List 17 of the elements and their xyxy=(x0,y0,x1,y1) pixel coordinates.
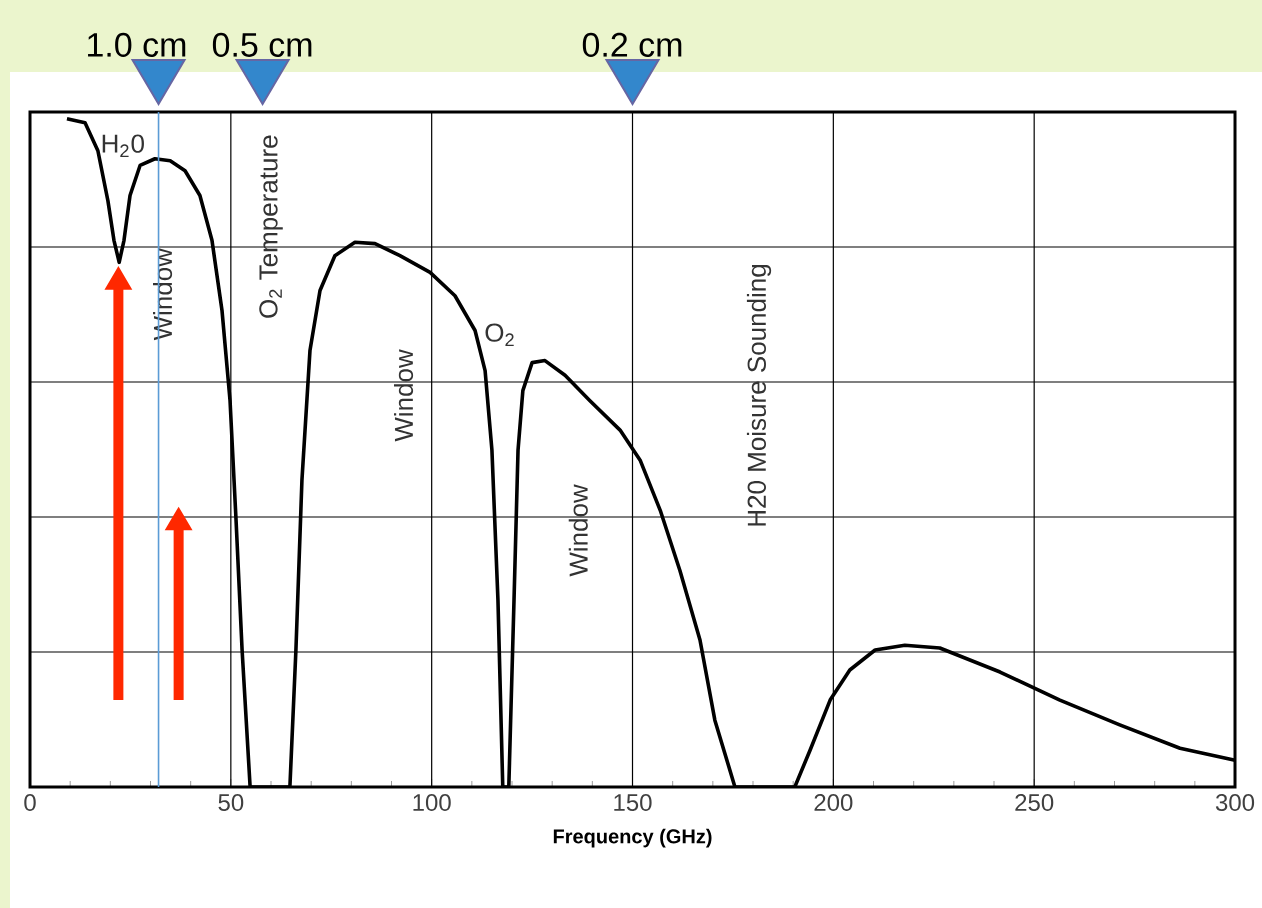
x-tick-label: 0 xyxy=(24,794,36,812)
ref-line-label: 1.0 cm xyxy=(88,32,186,57)
x-axis-title: Frequency (GHz) xyxy=(553,828,712,848)
x-tick-label: 150 xyxy=(614,794,652,812)
text: 0.5 cm xyxy=(212,32,312,57)
annotation: Window xyxy=(394,349,414,442)
text: 0.2 cm xyxy=(582,32,682,57)
annotation: H20 Moisure Sounding xyxy=(746,264,772,526)
annotation: H$_{2}$0 xyxy=(102,134,144,158)
x-tick-label: 300 xyxy=(1215,794,1255,812)
annotation: O$_{2}$ Temperature xyxy=(259,135,283,318)
x-tick-label: 200 xyxy=(814,794,853,812)
x-tick-label: 100 xyxy=(413,794,451,812)
x-tick-label: 50 xyxy=(218,794,244,812)
annotation: Window xyxy=(568,484,588,577)
annotation: O$_{2}$ xyxy=(485,323,514,347)
x-tick-label: 250 xyxy=(1015,794,1054,812)
